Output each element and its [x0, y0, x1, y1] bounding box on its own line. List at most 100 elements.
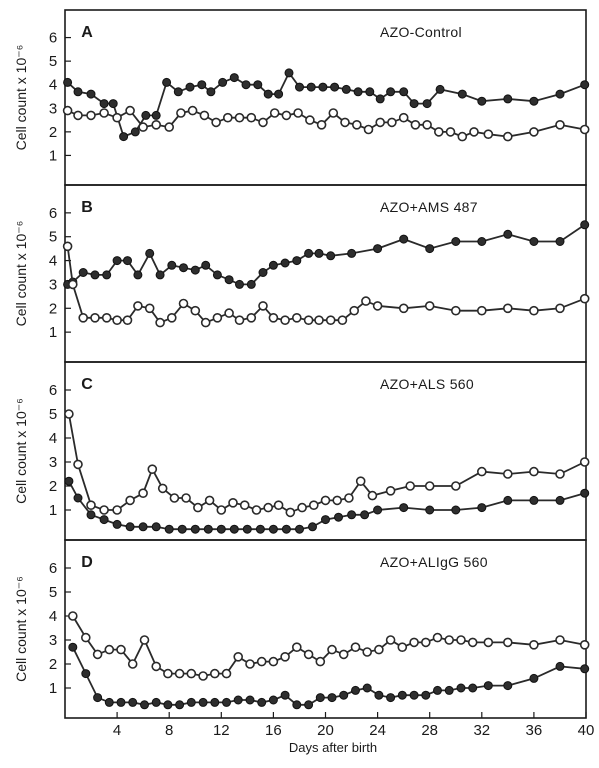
data-point-filled	[162, 77, 172, 87]
data-point-open	[256, 656, 267, 667]
data-point-open	[68, 279, 78, 290]
data-point-filled	[201, 260, 211, 270]
data-point-filled	[73, 87, 83, 97]
data-point-open	[139, 635, 150, 645]
data-point-filled	[362, 683, 372, 693]
y-tick-label: 5	[49, 584, 57, 601]
data-point-open	[433, 127, 444, 137]
data-point-open	[397, 642, 408, 653]
x-tick-label: 36	[526, 722, 543, 739]
y-tick-label: 1	[49, 680, 57, 697]
data-point-open	[385, 485, 396, 496]
data-point-open	[268, 312, 279, 323]
data-point-filled	[86, 89, 96, 99]
data-point-open	[529, 466, 539, 477]
data-point-open	[86, 110, 96, 121]
data-point-filled	[529, 237, 539, 246]
data-point-open	[239, 500, 250, 511]
data-point-open	[372, 301, 383, 311]
data-point-open	[64, 409, 74, 419]
data-point-filled	[555, 661, 565, 671]
data-point-filled	[99, 99, 109, 109]
y-tick-label: 6	[49, 382, 57, 399]
data-point-open	[297, 502, 307, 513]
data-point-filled	[81, 669, 91, 679]
data-point-filled	[327, 693, 337, 703]
data-point-filled	[130, 127, 140, 137]
data-point-open	[273, 500, 284, 511]
data-point-filled	[86, 510, 96, 520]
data-point-open	[529, 127, 539, 137]
y-tick-label: 2	[49, 656, 57, 673]
panel-title: AZO+ALIgG 560	[380, 554, 488, 570]
data-point-open	[285, 507, 296, 518]
data-point-filled	[373, 505, 383, 515]
data-point-open	[125, 495, 135, 506]
data-point-open	[405, 481, 416, 491]
data-point-filled	[151, 522, 161, 532]
data-point-open	[410, 120, 421, 130]
panel-letter: D	[81, 554, 93, 571]
data-point-filled	[477, 237, 487, 246]
data-point-open	[155, 317, 165, 328]
data-point-open	[92, 649, 103, 660]
data-point-open	[147, 464, 158, 475]
data-point-open	[579, 124, 590, 135]
y-tick-label: 5	[49, 406, 57, 423]
data-point-open	[385, 635, 396, 645]
data-point-open	[351, 120, 362, 130]
data-point-open	[529, 639, 539, 650]
data-point-open	[181, 493, 191, 503]
data-point-open	[457, 131, 468, 142]
data-point-open	[251, 505, 262, 515]
y-tick-label: 6	[49, 205, 57, 222]
data-point-open	[555, 635, 565, 645]
series-line-open	[72, 615, 585, 677]
panel-c: 1 2 3 4 5 6 Cell count x 10⁻⁶ C AZO+ALS 560	[13, 361, 590, 541]
x-tick-label: 28	[421, 722, 438, 739]
data-point-open	[280, 315, 290, 326]
data-point-open	[176, 108, 186, 118]
data-point-open	[305, 115, 315, 125]
data-point-open	[190, 305, 201, 316]
data-point-filled	[108, 99, 118, 109]
data-point-filled	[456, 683, 466, 693]
data-point-filled	[212, 270, 222, 280]
data-point-filled	[280, 258, 290, 268]
data-point-filled	[258, 268, 268, 277]
data-point-open	[246, 112, 257, 123]
data-point-open	[367, 490, 378, 501]
series-line-filled	[71, 646, 585, 706]
data-point-open	[178, 298, 189, 309]
data-point-open	[211, 117, 221, 128]
data-point-open	[101, 312, 112, 323]
y-tick-label: 2	[49, 300, 57, 317]
data-point-open	[328, 108, 339, 118]
data-point-open	[327, 644, 337, 655]
data-point-open	[308, 500, 319, 511]
data-point-open	[579, 457, 590, 467]
data-point-filled	[318, 82, 328, 92]
y-axis-label: Cell count x 10⁻⁶	[13, 221, 29, 327]
data-point-open	[263, 502, 274, 513]
data-point-open	[187, 105, 198, 116]
data-point-open	[320, 495, 331, 506]
y-tick-label: 1	[49, 147, 57, 164]
data-point-filled	[330, 82, 340, 92]
data-point-open	[325, 315, 336, 326]
data-point-open	[233, 651, 243, 662]
data-point-filled	[292, 256, 302, 266]
y-tick-label: 6	[49, 30, 57, 47]
data-point-open	[138, 122, 148, 132]
data-point-open	[344, 493, 354, 503]
data-point-filled	[477, 96, 487, 106]
data-point-open	[234, 315, 245, 326]
panel-d-frame	[64, 539, 587, 719]
data-point-filled	[257, 697, 267, 707]
data-point-filled	[253, 80, 263, 90]
data-point-filled	[155, 270, 165, 280]
data-point-filled	[245, 695, 255, 705]
data-point-filled	[229, 524, 239, 534]
data-point-filled	[468, 683, 478, 693]
